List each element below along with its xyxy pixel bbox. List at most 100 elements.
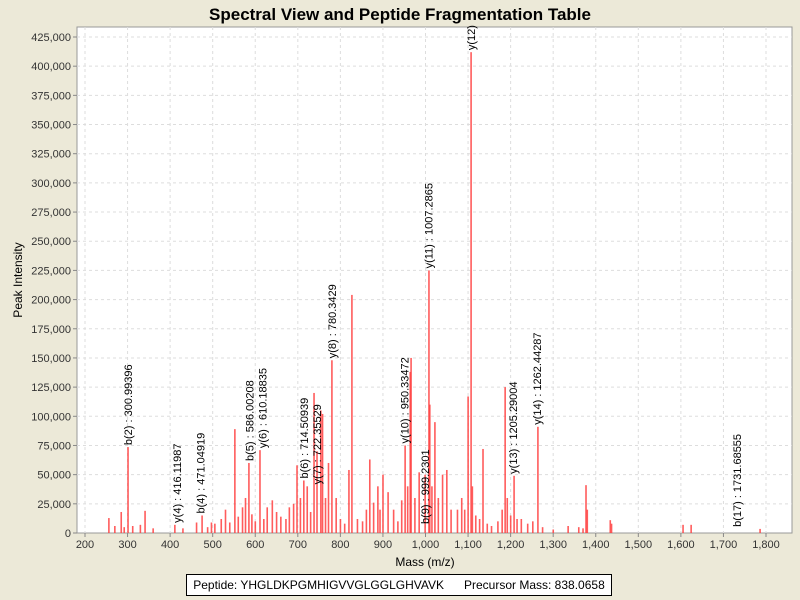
peak [379,509,381,533]
peak [446,469,448,533]
peak [478,518,481,533]
peak-annotation: y(14) : 1262.44287 [532,332,544,424]
peak [537,426,539,533]
peak [520,518,523,533]
peak-annotation: y(7) : 722.35529 [312,404,324,484]
peak [275,511,278,533]
y-tick-label: 0 [65,528,71,540]
peak [303,480,305,533]
x-tick-label: 1,600 [667,539,695,551]
peak [482,448,484,533]
peak [214,523,216,533]
x-tick-label: 400 [161,539,179,551]
peak [418,472,420,533]
peak [127,447,129,533]
peak [463,509,466,533]
peak [259,450,261,533]
peak [306,486,309,533]
peak [526,523,529,533]
y-tick-label: 250,000 [31,236,71,248]
peak [139,524,142,533]
peak [441,474,444,533]
peak [406,486,409,533]
peak [152,528,154,533]
y-axis-label: Peak Intensity [11,242,25,317]
y-tick-label: 325,000 [31,149,71,161]
grid [77,27,792,533]
peak-annotation: b(17) : 1731.68555 [732,434,744,527]
peak [266,507,269,533]
peak [552,529,555,533]
peak [365,509,368,533]
peak [320,410,322,533]
y-tick-label: 350,000 [31,120,71,132]
peak-annotation: y(11) : 1007.2865 [424,183,436,268]
x-tick-label: 1,200 [497,539,525,551]
peak [280,516,282,533]
peak [450,509,452,533]
peak [248,462,250,533]
peak [504,387,506,533]
peak [387,492,389,533]
peak [586,509,589,533]
peak [609,520,612,533]
x-tick-label: 500 [204,539,222,551]
peak [114,525,116,533]
y-tick-label: 300,000 [31,178,71,190]
peak [382,474,384,533]
peak [234,429,236,533]
y-tick-label: 25,000 [37,499,71,511]
peak [237,516,240,533]
y-tick-label: 50,000 [37,470,71,482]
y-tick-label: 275,000 [31,207,71,219]
peak [532,521,534,533]
peak [404,445,406,533]
peak [428,270,430,533]
peak [516,518,518,533]
axes: 0 25,000 50,000 75,000 100,000 125,000 150,000… [31,32,780,551]
peak [541,527,544,533]
peak [610,523,613,533]
peak [174,524,176,533]
peaks [108,52,761,534]
peak [585,485,587,533]
peak [220,518,223,533]
x-tick-label: 900 [374,539,392,551]
annotations: b(2) : 300.99396 y(4) : 416.11987 b(4) : 4… [123,25,744,527]
peak [467,396,469,533]
peak [690,524,692,533]
x-tick-label: 1,700 [710,539,738,551]
peak [144,510,146,533]
x-tick-label: 1,400 [582,539,610,551]
peak [414,497,416,533]
peak [351,294,353,533]
peak [397,521,399,533]
peak [108,518,110,533]
peak [513,475,515,533]
peak-annotation: b(2) : 300.99396 [123,364,135,445]
peak-annotation: y(10) : 950.33472 [399,357,411,443]
peak [331,360,333,533]
peak-annotation: y(13) : 1205.29004 [508,381,520,473]
peak [244,497,247,533]
peak [316,451,318,533]
peak [296,465,298,533]
peak-annotation: y(4) : 416.11987 [172,444,184,523]
peak [288,507,291,533]
peak [131,525,134,533]
x-tick-label: 600 [246,539,264,551]
x-tick-label: 1,800 [752,539,780,551]
peak-annotation: y(12) [466,25,478,50]
peak [195,522,198,533]
peak-annotation: b(5) : 586.00208 [244,380,256,461]
peak [372,502,375,533]
peak [271,500,274,533]
peak [339,518,342,533]
peak [228,522,231,533]
peak [437,497,440,533]
peak [582,528,584,533]
peak [567,525,569,533]
peak [410,357,412,533]
peak [377,486,379,533]
